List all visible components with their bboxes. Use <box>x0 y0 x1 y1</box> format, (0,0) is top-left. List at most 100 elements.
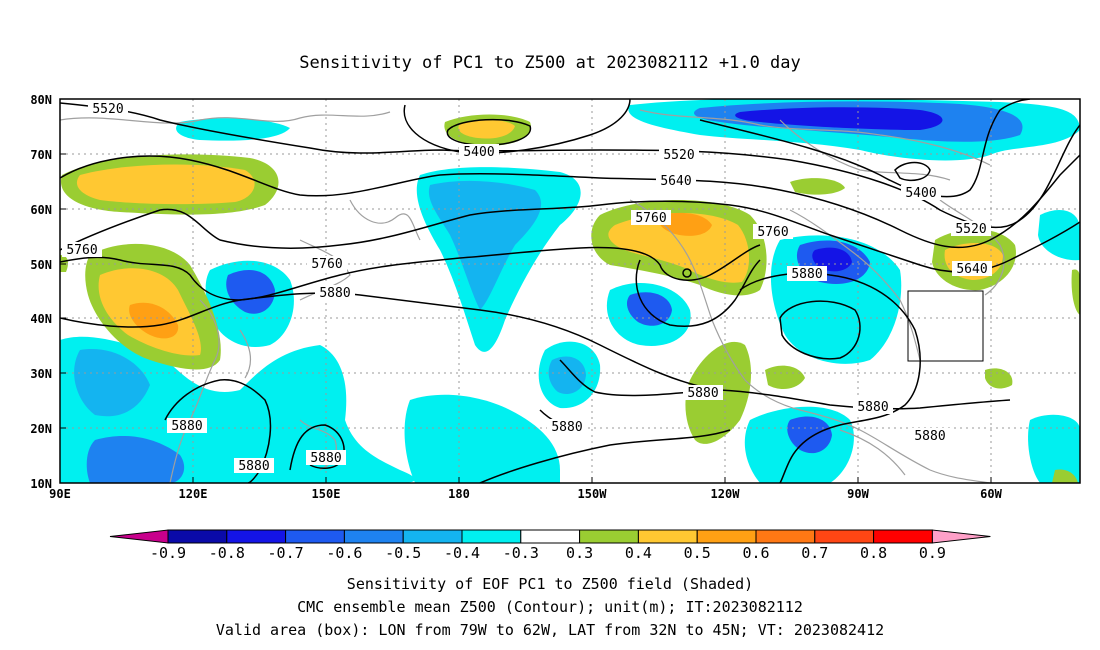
colorbar-label: 0.8 <box>860 544 887 562</box>
contour-label: 5400 <box>463 145 494 160</box>
colorbar-swatch <box>579 529 639 544</box>
colorbar-label: 0.3 <box>566 544 593 562</box>
map-panel: 5520 5400 5520 5640 5760 5760 5760 5760 … <box>59 98 1081 484</box>
contour-label: 5400 <box>905 186 936 201</box>
colorbar-label: -0.6 <box>326 544 362 562</box>
colorbar-swatch <box>755 529 816 544</box>
lon-tick-label: 60W <box>980 487 1002 501</box>
colorbar-label: -0.8 <box>209 544 245 562</box>
contour-5760-china <box>60 244 761 301</box>
contour-label: 5520 <box>955 222 986 237</box>
contour-label: 5880 <box>310 451 341 466</box>
valid-area-box <box>907 290 984 362</box>
colorbar: -0.9 -0.8 -0.7 -0.6 -0.5 -0.4 -0.3 0.3 0.4 0.5 0.6… <box>109 529 991 562</box>
lat-axis: 80N 70N 60N 50N 40N 30N 20N 10N <box>30 93 66 491</box>
lon-tick-label: 90E <box>49 487 71 501</box>
colorbar-low-arrow <box>109 529 169 544</box>
contour-label: 5640 <box>660 174 691 189</box>
lon-tick-label: 180 <box>448 487 470 501</box>
lon-tick-label: 150W <box>578 487 608 501</box>
shade-neg-tropics <box>404 394 560 483</box>
colorbar-swatch <box>285 529 345 544</box>
shade-pos-china-deep <box>129 302 179 339</box>
contour-label: 5880 <box>551 420 582 435</box>
lat-tick-label: 80N <box>30 93 52 107</box>
contour-closed-polar <box>446 118 532 146</box>
lon-tick-label: 150E <box>312 487 341 501</box>
graticule <box>60 99 1080 483</box>
shade-neg-east2 <box>1028 414 1080 483</box>
lat-tick-label: 20N <box>30 422 52 436</box>
colorbar-swatch <box>873 529 933 544</box>
colorbar-label: 0.6 <box>742 544 769 562</box>
contour-5760-north <box>60 200 1080 273</box>
colorbar-swatch <box>520 529 581 544</box>
contour-label: 5520 <box>92 102 123 117</box>
contour-5880-subtrop <box>559 359 691 397</box>
contour-5880-atl-closed <box>779 300 861 360</box>
colorbar-swatch <box>167 529 228 544</box>
lon-tick-label: 90W <box>847 487 869 501</box>
point-marker <box>682 268 692 278</box>
colorbar-label: -0.7 <box>268 544 304 562</box>
colorbar-label: 0.4 <box>625 544 652 562</box>
contour-5880-tropics <box>479 429 731 483</box>
shade-neg-subtrop2-core <box>548 356 586 395</box>
shade-neg-japan-core <box>226 270 275 314</box>
colorbar-swatch <box>637 529 698 544</box>
colorbar-swatch <box>461 529 522 544</box>
shade-neg-caribbean-core <box>787 416 832 454</box>
lat-tick-label: 60N <box>30 203 52 217</box>
contour-label: 5880 <box>914 429 945 444</box>
footer-line-3: Valid area (box): LON from 79W to 62W, L… <box>216 621 884 639</box>
lat-tick-label: 10N <box>30 477 52 491</box>
shade-pos-polar-core <box>458 119 515 139</box>
contour-5880-wpac <box>164 379 272 483</box>
lon-axis: 90E 120E 150E 180 150W 120W 90W 60W <box>49 477 1003 501</box>
shade-neg-nw <box>176 118 290 141</box>
contour-label: 5880 <box>857 400 888 415</box>
shade-neg-natl-deep <box>812 247 852 272</box>
contour-5880-wpac2 <box>289 424 345 471</box>
shade-pos-siberia-core <box>76 164 255 205</box>
shade-neg-northeast-deep <box>735 107 943 130</box>
colorbar-swatch <box>343 529 404 544</box>
lat-tick-label: 40N <box>30 312 52 326</box>
colorbar-label: -0.5 <box>385 544 421 562</box>
contour-5880-atl <box>739 272 921 483</box>
contour-label: 5880 <box>687 386 718 401</box>
colorbar-label: 0.9 <box>919 544 946 562</box>
footer-line-1: Sensitivity of EOF PC1 to Z500 field (Sh… <box>347 575 753 593</box>
lat-tick-label: 30N <box>30 367 52 381</box>
lon-tick-label: 120W <box>711 487 741 501</box>
colorbar-swatch <box>814 529 875 544</box>
lat-tick-label: 50N <box>30 258 52 272</box>
colorbar-swatch <box>696 529 757 544</box>
contour-label: 5880 <box>319 286 350 301</box>
contour-label: 5760 <box>635 211 666 226</box>
shade-pos-gulf <box>765 365 805 390</box>
contour-closed-hudson <box>894 161 931 182</box>
shade-pos-south-edge <box>1052 469 1078 483</box>
shade-pos-pacnw-core <box>608 212 750 283</box>
colorbar-high-arrow <box>931 529 991 544</box>
shade-neg-npac-core <box>428 180 542 310</box>
colorbar-label: -0.9 <box>150 544 186 562</box>
map-frame <box>59 98 1081 484</box>
contour-5400-northeast <box>699 99 1031 198</box>
colorbar-swatch <box>226 529 287 544</box>
contour-label: 5760 <box>311 257 342 272</box>
colorbar-label: 0.7 <box>801 544 828 562</box>
contour-label: 5760 <box>757 225 788 240</box>
colorbar-label: -0.4 <box>444 544 480 562</box>
shade-pos-pacnw-deep <box>658 212 712 236</box>
lat-tick-label: 70N <box>30 148 52 162</box>
colorbar-label: -0.3 <box>503 544 539 562</box>
contour-labels: 5520 5400 5520 5640 5760 5760 5760 5760 … <box>62 101 992 474</box>
contour-5400 <box>403 99 631 154</box>
contour-label: 5520 <box>663 148 694 163</box>
colorbar-swatch <box>402 529 463 544</box>
contour-5880-pac <box>635 259 761 327</box>
contour-label: 5640 <box>956 262 987 277</box>
